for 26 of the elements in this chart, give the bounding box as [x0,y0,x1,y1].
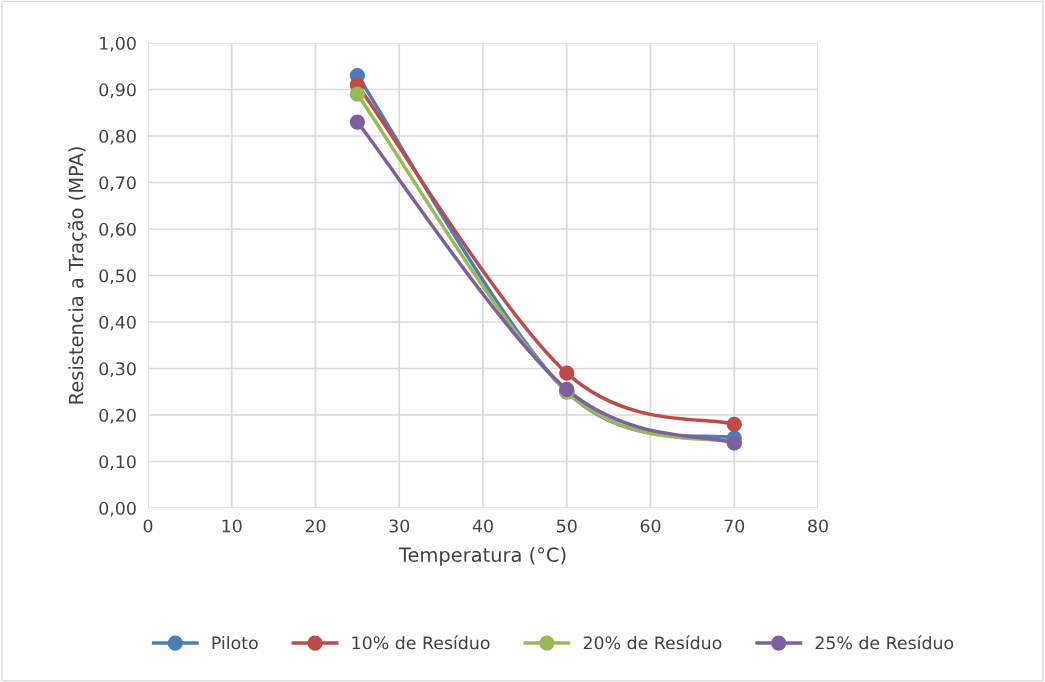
legend-label: 20% de Resíduo [583,635,722,650]
y-tick-label: 0,30 [99,362,136,378]
x-tick-label: 50 [557,519,577,533]
x-tick-label: 30 [389,519,410,533]
x-tick-label: 0 [143,519,153,533]
x-tick-label: 40 [472,519,493,533]
y-tick-label: 1,00 [100,36,136,52]
y-tick-label: 0,20 [99,408,136,424]
y-tick-label: 0,50 [99,269,136,285]
y-tick-label: 0,10 [99,455,136,471]
y-axis-title: Resistencia a Tração (MPA) [67,147,87,404]
x-axis-title: Temperatura (°C) [398,547,566,566]
y-tick-label: 0,40 [99,315,136,331]
x-tick-label: 80 [808,519,828,533]
x-tick-label: 70 [724,519,745,533]
y-tick-label: 0,80 [99,129,136,145]
x-tick-label: 20 [305,519,326,533]
x-tick-label: 60 [640,519,661,533]
y-tick-label: 0,70 [99,176,136,192]
y-tick-label: 0,00 [99,501,136,517]
x-tick-label: 10 [222,519,242,533]
y-tick-label: 0,90 [99,83,136,99]
legend-label: 10% de Resíduo [352,635,490,650]
y-tick-label: 0,60 [99,222,136,238]
legend-label: 25% de Resíduo [815,635,954,650]
legend-label: Piloto [212,635,258,650]
